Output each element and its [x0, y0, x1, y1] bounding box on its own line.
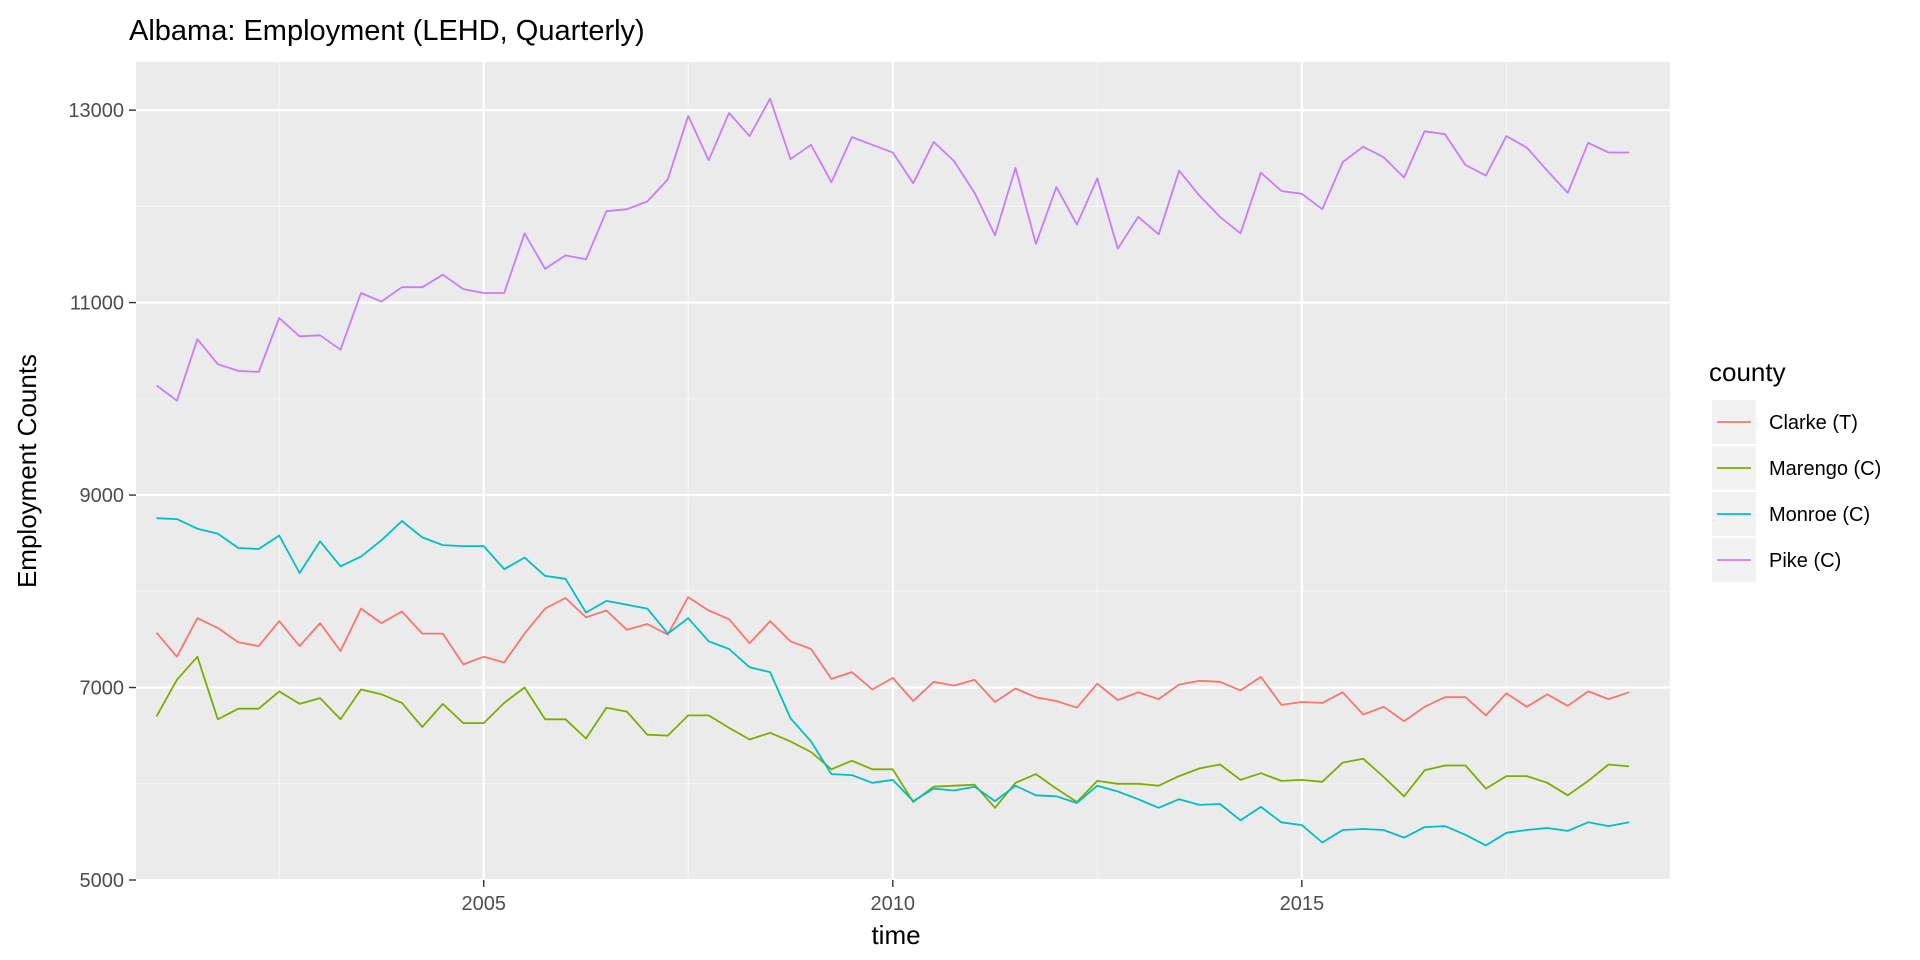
major-gridlines	[136, 62, 1670, 882]
y-tick-label: 13000	[68, 100, 124, 122]
x-tick-label: 2010	[871, 893, 916, 915]
series-lines	[155, 97, 1630, 847]
y-tick-label: 5000	[80, 870, 125, 892]
legend-label: Clarke (T)	[1769, 412, 1858, 434]
series-line-pike-c	[155, 97, 1630, 402]
series-line-monroe-c	[156, 517, 1630, 847]
x-axis: 2005 2010 2015	[461, 880, 1324, 915]
y-tick-label: 9000	[80, 485, 125, 507]
series-line-marengo-c	[155, 655, 1630, 809]
legend-label: Pike (C)	[1769, 550, 1841, 572]
legend-title: county	[1709, 357, 1786, 387]
legend-label: Marengo (C)	[1769, 458, 1881, 480]
x-tick-label: 2015	[1280, 893, 1325, 915]
legend: county Clarke (T) Marengo (C) Monroe (C) Pi…	[1709, 357, 1881, 582]
x-tick-label: 2005	[461, 893, 506, 915]
series-line-clarke-t	[155, 596, 1630, 723]
y-axis-title: Employment Counts	[12, 354, 42, 588]
x-axis-title: time	[871, 920, 920, 950]
plot-panel	[136, 62, 1670, 880]
chart-title: Albama: Employment (LEHD, Quarterly)	[129, 15, 645, 47]
minor-gridlines	[136, 62, 1670, 880]
legend-keys: Clarke (T) Marengo (C) Monroe (C) Pike (C)	[1712, 400, 1881, 582]
y-axis: 5000 7000 9000 11000 13000	[68, 100, 136, 892]
y-tick-label: 7000	[80, 678, 125, 700]
y-tick-label: 11000	[70, 293, 124, 315]
legend-label: Monroe (C)	[1769, 504, 1870, 526]
